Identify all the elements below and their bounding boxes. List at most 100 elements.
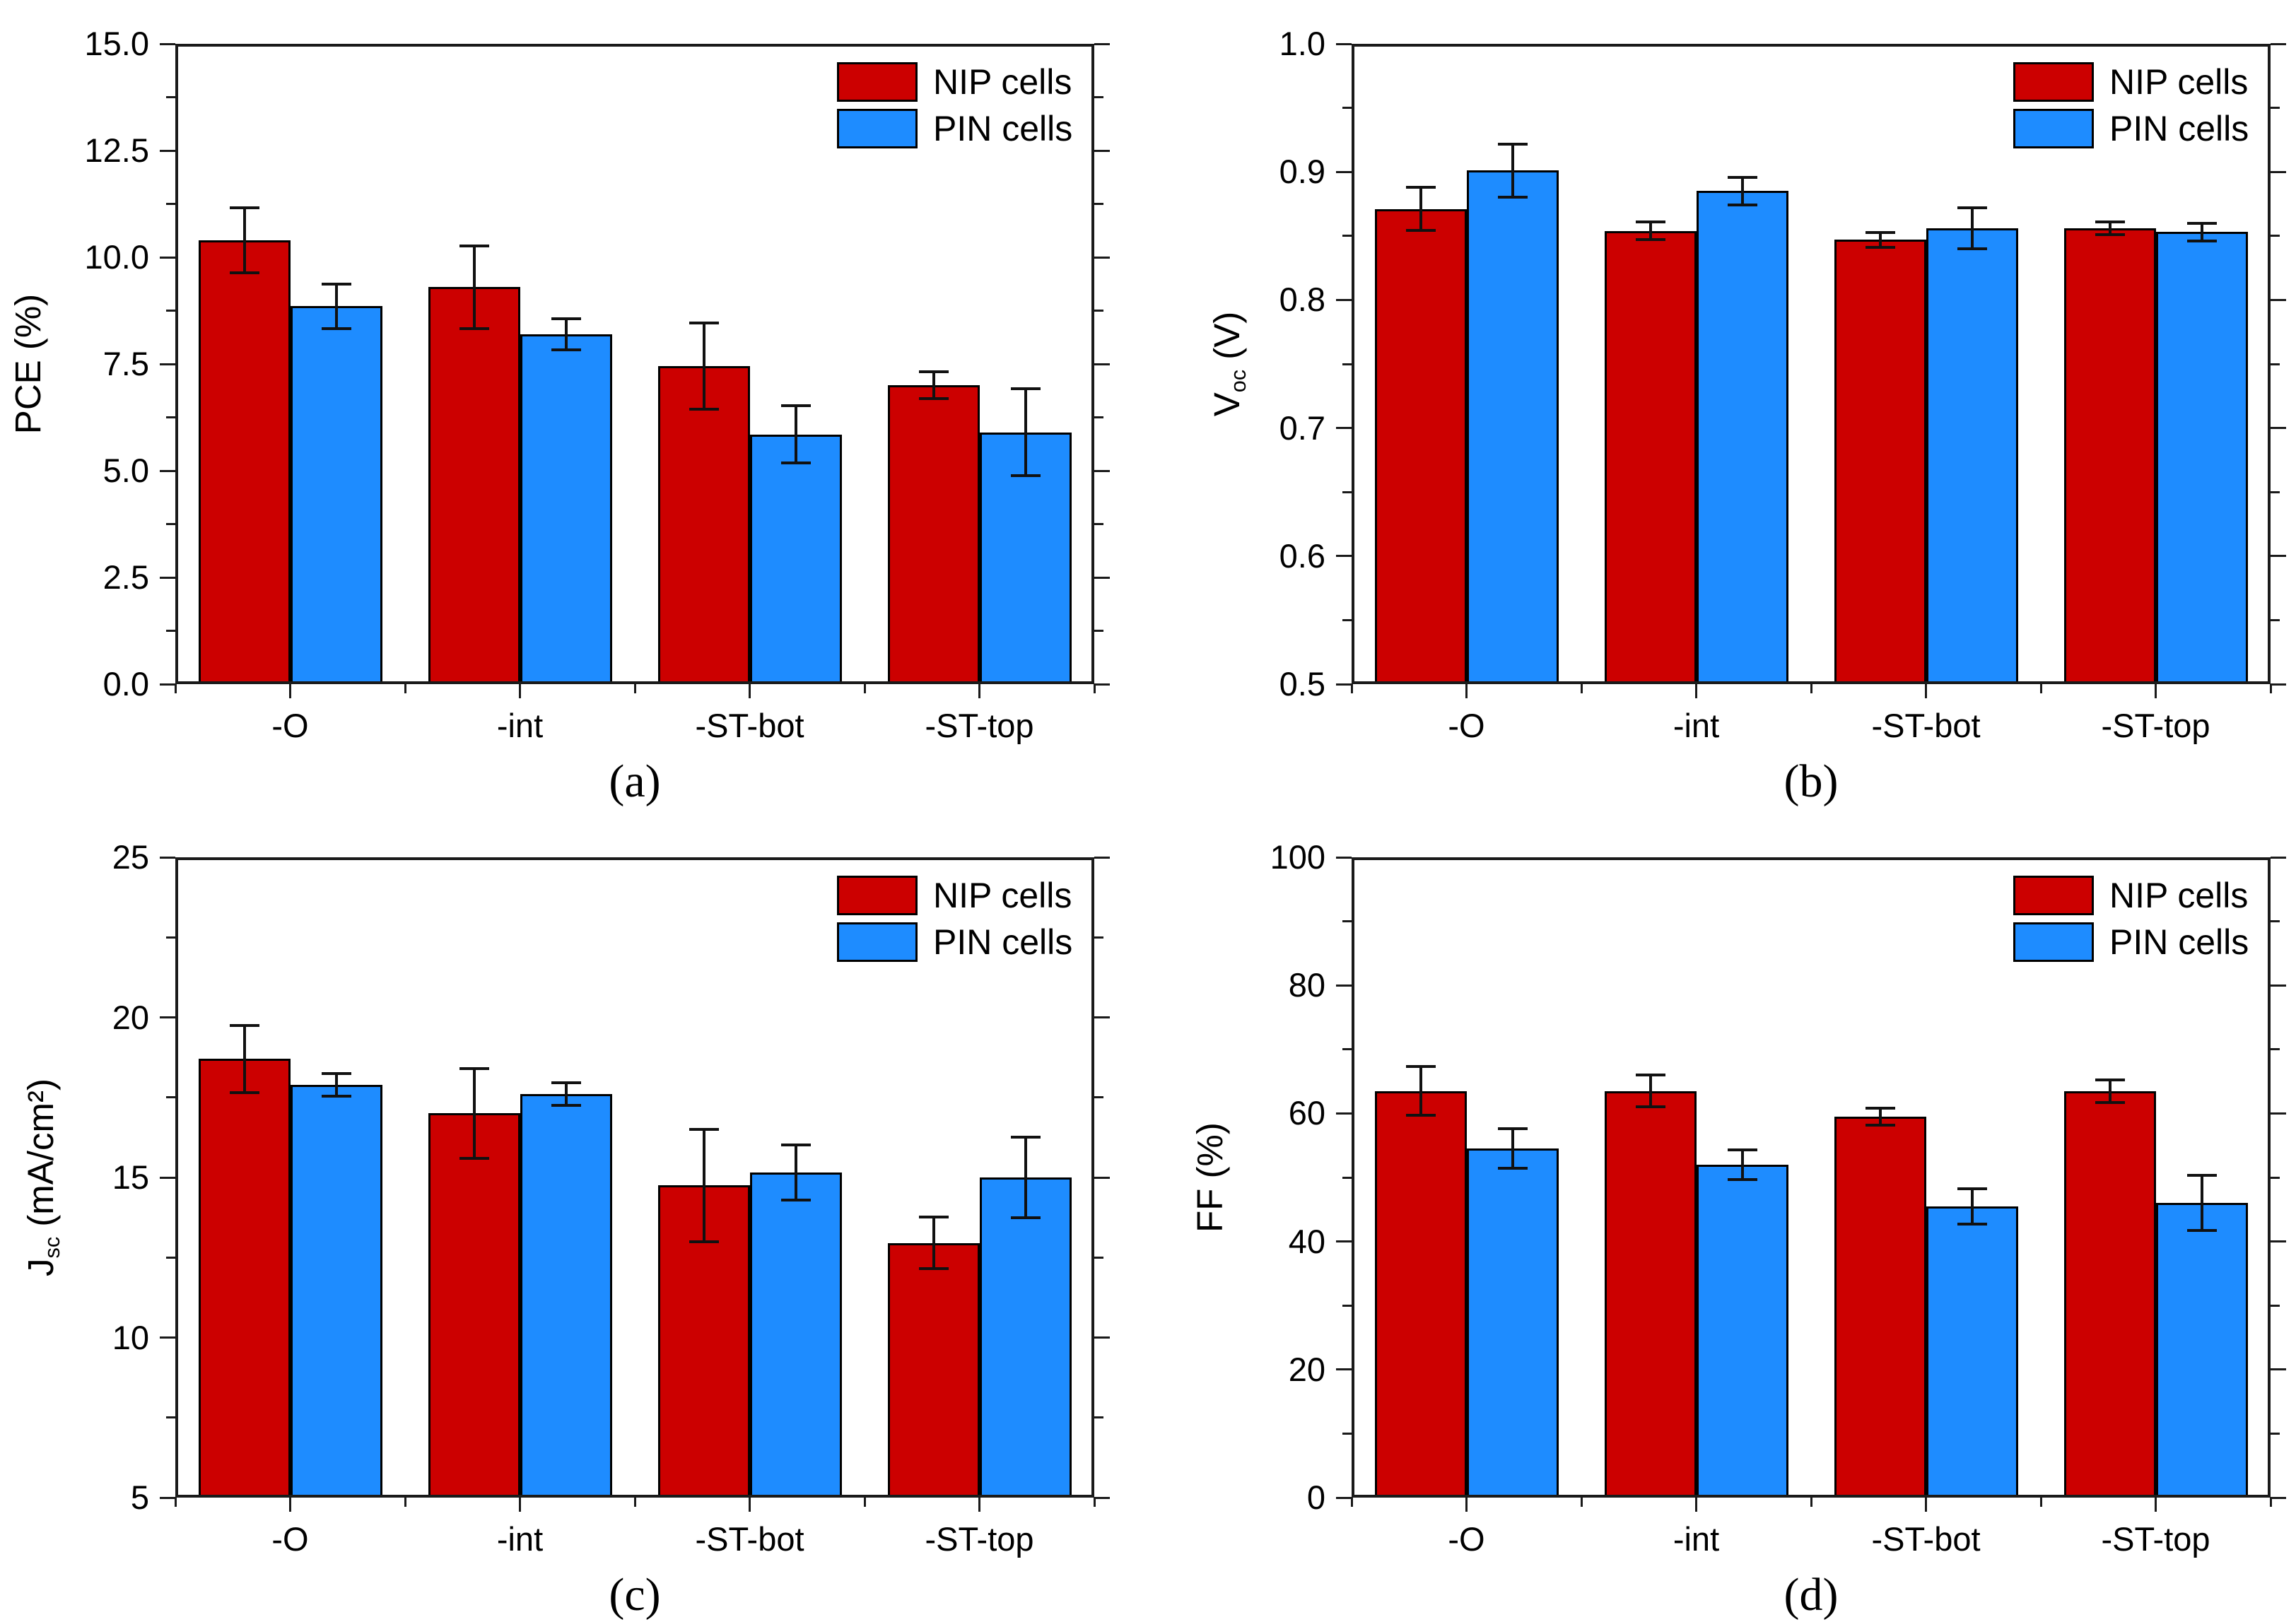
- error-bar-cap-bottom: [1865, 245, 1895, 249]
- x-axis-minor-tick: [633, 684, 636, 693]
- y-axis-major-tick: [160, 576, 175, 579]
- y-axis-major-tick-right: [1094, 856, 1110, 859]
- y-axis-minor-tick-right: [1094, 1096, 1103, 1099]
- x-axis-major-tick: [978, 1498, 980, 1512]
- x-axis-major-tick: [289, 1498, 291, 1512]
- error-bar-cap-bottom: [2095, 233, 2125, 236]
- bar-c--int-nip: [428, 1113, 520, 1498]
- x-axis-minor-tick: [863, 1498, 866, 1507]
- legend-label-nip: NIP cells: [933, 876, 1072, 915]
- legend-swatch-nip: [837, 62, 918, 102]
- error-bar-line: [564, 1081, 568, 1107]
- y-tick-label: 0.6: [1279, 536, 1325, 575]
- x-tick-label--ST-bot: -ST-bot: [1871, 1520, 1981, 1558]
- y-axis-major-tick: [1336, 1496, 1352, 1499]
- y-axis-major-tick-right: [2271, 1496, 2286, 1499]
- y-axis-major-tick: [160, 1336, 175, 1339]
- x-tick-label--int: -int: [496, 1520, 544, 1558]
- y-axis-title-main: V: [1207, 392, 1247, 417]
- error-bar-cap-bottom: [2095, 1100, 2125, 1104]
- error-bar-cap-top: [1635, 1074, 1665, 1077]
- x-axis-major-tick: [1925, 684, 1927, 698]
- x-axis-minor-tick: [1810, 684, 1812, 693]
- error-bar-cap-bottom: [689, 1240, 719, 1243]
- y-axis-minor-tick-right: [2271, 618, 2280, 621]
- bar-b--ST-bot-nip: [1834, 240, 1926, 684]
- y-axis-minor-tick-right: [1094, 416, 1103, 418]
- panel-caption-d: (d): [1784, 1569, 1839, 1621]
- x-axis-major-tick: [1695, 1498, 1697, 1512]
- legend-label-pin: PIN cells: [933, 109, 1073, 148]
- error-bar-line: [1024, 1136, 1027, 1219]
- x-axis-minor-tick: [2039, 684, 2042, 693]
- error-bar-cap-bottom: [2186, 239, 2217, 242]
- y-axis-minor-tick-right: [2271, 920, 2280, 923]
- error-bar-cap-top: [1405, 1065, 1436, 1069]
- x-axis-major-tick: [978, 684, 980, 698]
- error-bar-cap-top: [321, 283, 351, 286]
- error-bar-cap-top: [1405, 186, 1436, 189]
- error-bar-line: [242, 206, 246, 275]
- error-bar-line: [1024, 387, 1027, 478]
- error-bar-line: [2108, 221, 2112, 236]
- y-axis-major-tick: [160, 149, 175, 152]
- bar-b--int-pin: [1696, 191, 1788, 684]
- x-tick-label--O: -O: [1448, 1520, 1485, 1558]
- y-axis-major-tick-right: [2271, 42, 2286, 45]
- error-bar-cap-top: [2095, 1078, 2125, 1081]
- x-tick-label--int: -int: [496, 707, 544, 744]
- bar-a--O-pin: [290, 306, 382, 684]
- bar-c--ST-top-nip: [887, 1242, 980, 1498]
- y-axis-minor-tick-right: [2271, 107, 2280, 110]
- y-axis-minor-tick: [166, 203, 175, 205]
- y-axis-minor-tick: [1342, 920, 1352, 923]
- y-axis-major-tick-right: [1094, 1176, 1110, 1179]
- x-axis-minor-tick: [1350, 684, 1353, 693]
- error-bar-cap-bottom: [551, 348, 581, 351]
- y-axis-major-tick-right: [2271, 555, 2286, 558]
- error-bar-cap-bottom: [1957, 247, 1987, 250]
- x-axis-major-tick: [519, 684, 521, 698]
- legend-swatch-pin: [837, 109, 918, 148]
- y-axis-major-tick: [1336, 298, 1352, 301]
- error-bar-line: [2200, 221, 2203, 242]
- error-bar-cap-bottom: [1497, 1167, 1528, 1170]
- panel-caption-b: (b): [1784, 756, 1839, 807]
- x-axis-minor-tick: [404, 684, 406, 693]
- bar-a--ST-bot-pin: [749, 434, 842, 684]
- y-axis-major-tick: [1336, 555, 1352, 558]
- error-bar-cap-bottom: [780, 461, 811, 464]
- bar-a--ST-top-nip: [887, 385, 980, 684]
- x-axis-minor-tick: [174, 1498, 177, 1507]
- error-bar-cap-bottom: [1010, 474, 1041, 478]
- error-bar-cap-top: [2186, 1174, 2217, 1177]
- error-bar-cap-bottom: [1497, 196, 1528, 199]
- bar-d--ST-bot-nip: [1834, 1116, 1926, 1498]
- y-axis-minor-tick: [166, 96, 175, 98]
- error-bar-line: [794, 1144, 797, 1201]
- error-bar-line: [472, 244, 476, 330]
- y-axis-minor-tick-right: [1094, 1256, 1103, 1259]
- error-bar-line: [702, 1127, 705, 1243]
- y-axis-major-tick-right: [2271, 683, 2286, 686]
- legend-swatch-nip: [2013, 62, 2094, 102]
- x-axis-minor-tick: [633, 1498, 636, 1507]
- y-axis-title-subscript: sc: [40, 1236, 65, 1259]
- error-bar-line: [1419, 186, 1422, 233]
- error-bar-cap-top: [459, 1066, 489, 1070]
- bar-d--O-pin: [1466, 1148, 1559, 1498]
- error-bar-line: [1970, 1187, 1974, 1226]
- y-axis-minor-tick: [166, 523, 175, 525]
- error-bar-cap-bottom: [229, 271, 259, 275]
- y-tick-label: 2.5: [102, 558, 149, 596]
- y-axis-title-a: PCE (%): [4, 44, 53, 684]
- error-bar-cap-bottom: [1405, 229, 1436, 233]
- y-axis-minor-tick: [166, 1416, 175, 1419]
- y-axis-minor-tick-right: [2271, 363, 2280, 365]
- error-bar-line: [242, 1023, 246, 1095]
- y-axis-title-subscript: oc: [1226, 369, 1251, 393]
- error-bar-line: [1740, 1148, 1744, 1181]
- y-tick-label: 1.0: [1279, 25, 1325, 62]
- y-axis-minor-tick: [1342, 618, 1352, 621]
